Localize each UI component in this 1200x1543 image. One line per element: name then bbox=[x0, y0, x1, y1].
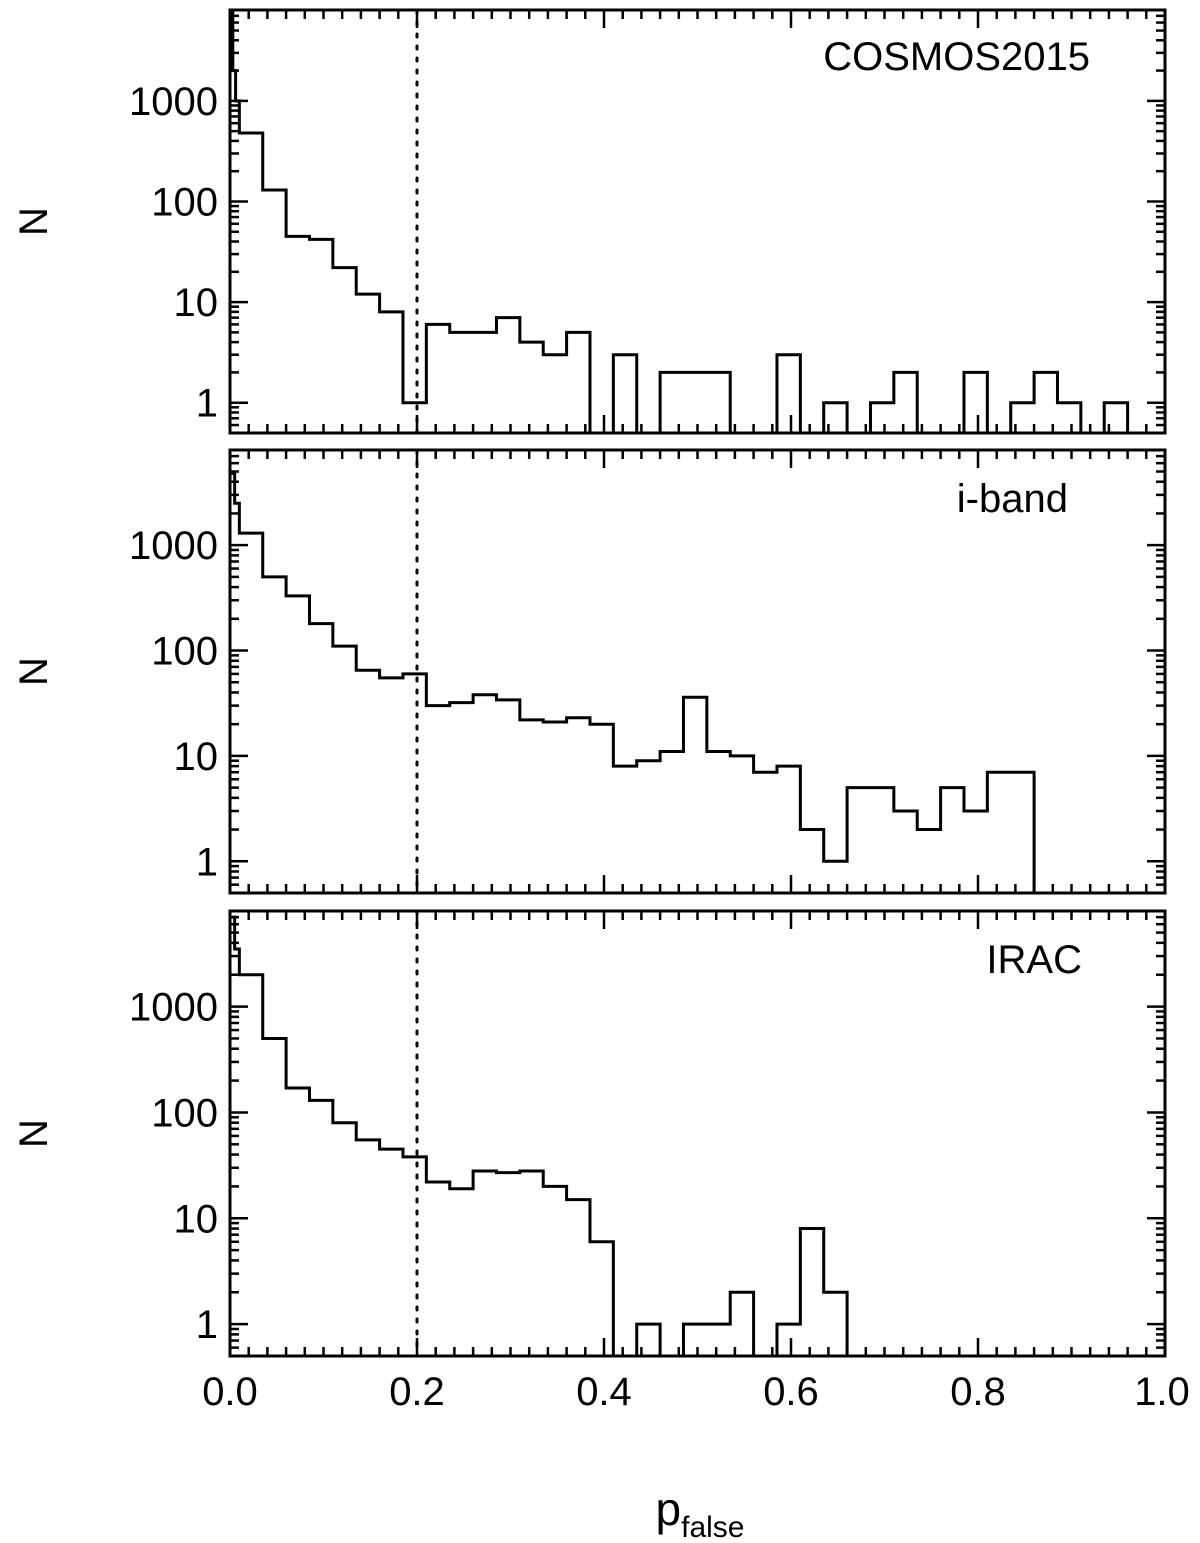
y-tick-label: 1000 bbox=[129, 80, 218, 124]
panels: 1101001000NCOSMOS20151101001000Ni-band11… bbox=[12, 8, 1190, 1414]
x-ticks bbox=[228, 10, 1167, 433]
y-axis-title: N bbox=[12, 1119, 56, 1148]
y-tick-label: 100 bbox=[151, 1091, 218, 1135]
panel-1: 1 10 100 1000 N COSMOS2015 bbox=[12, 8, 1167, 435]
x-axis-title-main: p bbox=[656, 1483, 682, 1535]
panel-label: COSMOS2015 bbox=[823, 35, 1090, 79]
y-tick-label: 10 bbox=[174, 1197, 219, 1241]
y-ticks bbox=[230, 448, 1165, 895]
x-tick-label: 0.8 bbox=[950, 1370, 1006, 1414]
y-tick-label: 1000 bbox=[129, 524, 218, 568]
y-ticks bbox=[230, 8, 1165, 435]
panel-label: IRAC bbox=[986, 938, 1082, 982]
x-axis-title: pfalse bbox=[656, 1483, 745, 1543]
y-tick-label: 10 bbox=[174, 735, 219, 779]
x-tick-label: 0.4 bbox=[576, 1370, 632, 1414]
y-tick-label: 1 bbox=[196, 1303, 218, 1347]
histogram-series bbox=[228, 471, 1165, 895]
y-ticks bbox=[230, 909, 1165, 1358]
panel-label: i-band bbox=[957, 477, 1068, 521]
y-tick-label: 100 bbox=[151, 630, 218, 674]
y-axis-title: N bbox=[12, 207, 56, 236]
y-tick-label: 1000 bbox=[129, 986, 218, 1030]
y-tick-label: 10 bbox=[174, 281, 219, 325]
x-tick-label: 1.0 bbox=[1134, 1370, 1190, 1414]
panel-3: 1 10 100 1000 N IRAC 0.0 0.2 0.4 0.6 0.8 1.0 bbox=[12, 909, 1190, 1414]
y-tick-label: 1 bbox=[196, 840, 218, 884]
y-tick-label: 100 bbox=[151, 180, 218, 224]
histogram-series bbox=[228, 915, 1165, 1358]
x-tick-label: 0.0 bbox=[202, 1370, 258, 1414]
panel-2: 1 10 100 1000 Ni-band bbox=[12, 448, 1167, 895]
x-tick-label: 0.6 bbox=[763, 1370, 819, 1414]
x-ticks bbox=[228, 911, 1167, 1356]
y-axis-title: N bbox=[12, 657, 56, 686]
x-ticks bbox=[228, 450, 1167, 893]
x-tick-label: 0.2 bbox=[389, 1370, 445, 1414]
x-axis-title-subscript: false bbox=[681, 1511, 744, 1543]
y-tick-label: 1 bbox=[196, 382, 218, 426]
